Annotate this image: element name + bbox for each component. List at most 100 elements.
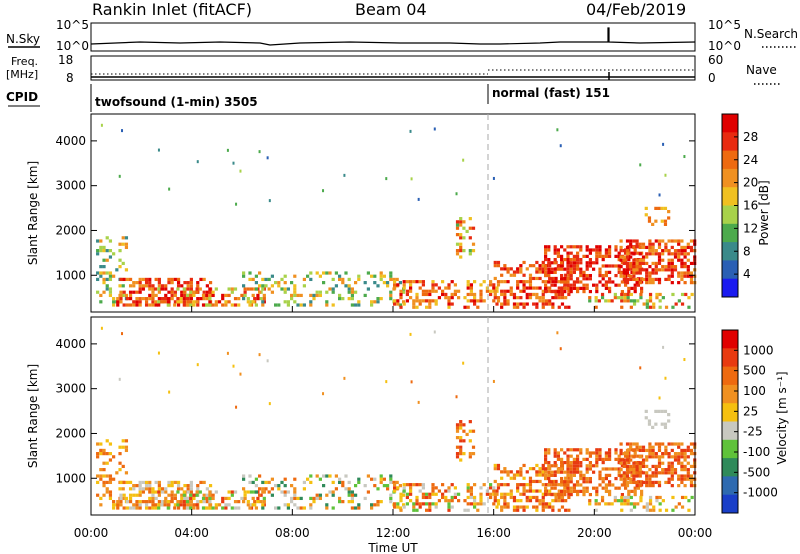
power-cell <box>544 286 548 290</box>
power-cell <box>350 287 354 291</box>
velocity-cell <box>389 500 393 504</box>
velocity-cell <box>128 506 133 510</box>
velocity-cell <box>157 500 161 504</box>
power-cell <box>553 270 557 274</box>
velocity-cell <box>151 493 155 497</box>
power-cell <box>170 277 174 282</box>
velocity-cell <box>309 503 313 507</box>
power-cell <box>108 239 113 243</box>
power-cell <box>654 252 658 256</box>
power-cell <box>677 274 681 278</box>
power-cell <box>489 292 493 297</box>
velocity-cell <box>185 500 190 504</box>
power-cell <box>166 297 170 301</box>
power-cell <box>598 273 602 278</box>
power-cell <box>503 299 507 303</box>
power-cell <box>576 286 580 290</box>
power-cell <box>636 283 640 287</box>
velocity-cell <box>135 506 139 510</box>
power-cell <box>469 299 473 303</box>
velocity-cell <box>560 467 564 471</box>
velocity-cell <box>620 499 624 503</box>
power-cell <box>525 267 529 271</box>
power-cell <box>626 292 630 297</box>
velocity-cell <box>341 500 345 504</box>
velocity-cell <box>208 493 212 497</box>
power-cell <box>516 270 520 274</box>
velocity-cell <box>154 496 158 501</box>
velocity-cell <box>261 506 265 510</box>
power-cell <box>148 284 152 288</box>
power-cell <box>544 302 549 306</box>
velocity-cell <box>639 499 643 503</box>
velocity-cell <box>493 463 497 468</box>
power-cell <box>315 290 319 294</box>
velocity-cell <box>640 489 644 493</box>
velocity-cell <box>544 454 548 458</box>
velocity-cell <box>525 505 529 509</box>
velocity-cell <box>208 503 212 507</box>
power-cell <box>673 265 678 269</box>
velocity-cell <box>528 476 533 480</box>
power-cell <box>604 286 608 290</box>
power-cell <box>594 296 598 300</box>
velocity-cell <box>166 500 170 504</box>
velocity-cell <box>509 476 513 480</box>
velocity-cell <box>450 499 454 503</box>
power-cell <box>648 281 652 285</box>
velocity-cell <box>654 422 658 426</box>
power-cell <box>538 286 542 290</box>
power-cell <box>261 303 265 307</box>
velocity-cell <box>242 487 246 491</box>
power-cell <box>588 296 592 300</box>
velocity-cell <box>412 508 416 512</box>
power-cell <box>648 299 653 303</box>
velocity-cell <box>468 452 472 456</box>
velocity-cell <box>516 505 520 509</box>
colorbar-tick-label: -500 <box>743 465 770 479</box>
velocity-cell <box>151 503 155 507</box>
velocity-cell <box>622 464 626 469</box>
velocity-cell <box>415 502 419 506</box>
velocity-cell <box>462 429 466 433</box>
velocity-cell <box>402 483 406 487</box>
power-cell <box>667 258 671 262</box>
colorbar-tick-label: -25 <box>743 425 763 439</box>
power-cell <box>500 305 504 309</box>
colorbar-swatch <box>722 330 738 349</box>
power-cell <box>389 297 393 301</box>
power-cell <box>463 296 467 300</box>
power-cell <box>512 270 517 274</box>
velocity-cell <box>306 477 310 481</box>
velocity-cell <box>205 496 209 501</box>
velocity-cell <box>636 454 640 458</box>
power-cell <box>466 305 470 309</box>
velocity-cell <box>492 486 496 490</box>
power-cell <box>180 293 184 298</box>
power-cell <box>541 264 545 268</box>
velocity-cell <box>614 457 618 461</box>
power-cell <box>396 283 400 287</box>
power-cell <box>243 290 247 294</box>
velocity-cell <box>522 463 526 468</box>
velocity-cell <box>547 451 551 455</box>
velocity-scatter <box>96 326 697 512</box>
power-cell <box>532 264 536 268</box>
velocity-cell <box>182 490 186 494</box>
power-cell <box>647 216 652 220</box>
power-cell <box>393 283 397 287</box>
velocity-cell <box>528 467 533 471</box>
ytick-label: 2000 <box>55 223 86 237</box>
power-cell <box>259 297 263 301</box>
velocity-cell <box>592 486 596 490</box>
power-cell <box>468 236 472 240</box>
velocity-cell <box>164 490 168 494</box>
velocity-cell <box>654 468 658 472</box>
power-cell <box>176 281 181 285</box>
velocity-cell <box>357 503 361 507</box>
power-cell <box>447 305 451 309</box>
power-cell <box>528 286 533 290</box>
power-colorbar-label: Power [dB] <box>757 180 771 245</box>
velocity-cell <box>633 486 637 490</box>
power-cell <box>214 303 218 307</box>
